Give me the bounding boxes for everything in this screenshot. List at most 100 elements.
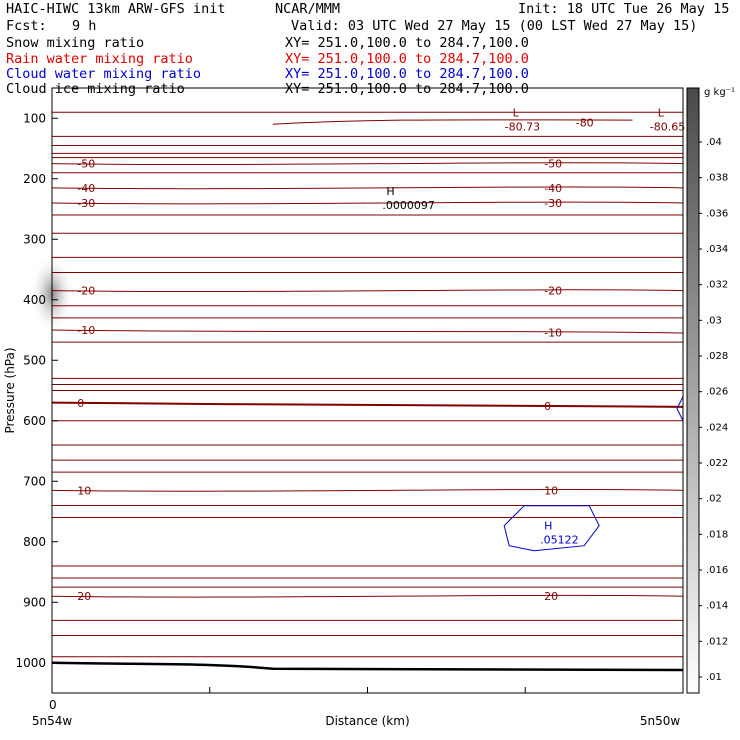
x-start-label: 5n54w (32, 714, 73, 728)
background-contour (51, 271, 684, 274)
background-contour (51, 383, 684, 386)
background-contour (51, 419, 684, 422)
background-contour (51, 135, 684, 138)
contour-label: 10 (544, 484, 558, 497)
colorbar-tick-label: .018 (706, 529, 728, 540)
background-contour (51, 304, 684, 307)
init-time: Init: 18 UTC Tue 26 May 15 (518, 1, 730, 17)
background-contour (51, 214, 684, 216)
y-tick-label: 200 (23, 172, 46, 186)
temperature-contour (51, 488, 684, 492)
contour-label: -10 (544, 326, 562, 339)
background-contour (51, 586, 684, 588)
field-name-snow: Snow mixing ratio (6, 35, 145, 51)
contour-label: 20 (544, 590, 558, 603)
temperature-contour (51, 201, 684, 205)
fcst-label: Fcst: (6, 18, 47, 34)
field-name-cloud-ice: Cloud ice mixing ratio (6, 81, 185, 97)
contour-label-extra: -80 (576, 116, 594, 129)
y-tick-label: 500 (23, 353, 46, 367)
background-contour (51, 444, 684, 446)
extremum-marker: H (544, 520, 552, 533)
colorbar-scale (686, 87, 700, 694)
contour-label: -40 (77, 182, 95, 195)
background-contour (51, 377, 684, 380)
colorbar-tick-label: .014 (706, 601, 728, 612)
cloud-water-contour (503, 505, 600, 552)
org-title: NCAR/MMM (275, 1, 341, 17)
y-tick-label: 800 (23, 535, 46, 549)
contour-label: 20 (77, 590, 91, 603)
temperature-contour (51, 329, 684, 334)
background-contour (51, 619, 684, 622)
background-contour (51, 459, 684, 461)
colorbar-tick-label: .032 (706, 280, 728, 291)
contour-label: -30 (544, 197, 562, 210)
contour-label: -30 (77, 197, 95, 210)
contour-label: -20 (77, 285, 95, 298)
fcst-value: 9 h (72, 18, 97, 34)
x-end-label: 5n50w (640, 714, 681, 728)
field-xy-cloud-ice: XY= 251.0,100.0 to 284.7,100.0 (285, 81, 529, 97)
contour-label: -10 (77, 324, 95, 337)
background-contour (51, 232, 684, 235)
y-tick-label: 400 (23, 293, 46, 307)
background-contour (51, 171, 684, 174)
model-title: HAIC-HIWC 13km ARW-GFS init (6, 1, 226, 17)
contour-label: -50 (544, 158, 562, 171)
temperature-contour (51, 594, 684, 598)
background-contour (51, 577, 684, 579)
low-contour (272, 119, 633, 125)
colorbar-tick-label: .01 (706, 672, 722, 683)
contour-label: 10 (77, 484, 91, 497)
background-contour (51, 156, 684, 159)
background-contour (51, 516, 684, 519)
colorbar-tick-label: .03 (706, 315, 722, 326)
background-contour (51, 144, 684, 147)
contour-label: -50 (77, 158, 95, 171)
background-contour (51, 152, 684, 155)
y-tick-label: 700 (23, 474, 46, 488)
background-contour (51, 111, 684, 114)
colorbar: g kg⁻¹ .04 .038 .036 .034 .032 .03 .028 .026 .024… (686, 87, 735, 694)
temperature-contour (51, 186, 684, 190)
temperature-contour (51, 401, 684, 408)
colorbar-tick-label: .022 (706, 458, 728, 469)
background-contour (51, 565, 684, 567)
background-contour (51, 389, 684, 392)
y-axis-label: Pressure (hPa) (3, 347, 17, 433)
colorbar-tick-label: .04 (706, 137, 722, 148)
extremum-value: .0000097 (382, 199, 435, 212)
cloud-water-contour-edge (676, 396, 684, 421)
background-contour (51, 504, 684, 507)
background-contour (51, 471, 684, 474)
y-tick-label: 900 (23, 595, 46, 609)
colorbar-tick-label: .036 (706, 208, 728, 219)
extremum-value: -80.73 (505, 120, 540, 133)
colorbar-tick-label: .02 (706, 494, 722, 505)
field-xy-cloud-water: XY= 251.0,100.0 to 284.7,100.0 (285, 66, 529, 82)
colorbar-tick-label: .026 (706, 387, 728, 398)
colorbar-unit: g kg⁻¹ (704, 87, 735, 98)
background-contour (51, 655, 684, 658)
contour-label: -20 (544, 285, 562, 298)
y-tick-label: 100 (23, 111, 46, 125)
y-tick-label: 300 (23, 232, 46, 246)
x-axis-label: Distance (km) (325, 714, 409, 728)
terrain-line (51, 661, 684, 672)
colorbar-tick-label: .038 (706, 173, 728, 184)
field-name-cloud-water: Cloud water mixing ratio (6, 66, 202, 82)
field-name-rain: Rain water mixing ratio (6, 51, 193, 67)
field-xy-rain: XY= 251.0,100.0 to 284.7,100.0 (285, 51, 529, 67)
colorbar-tick-label: .024 (706, 422, 728, 433)
temperature-contour (51, 289, 684, 293)
colorbar-tick-label: .012 (706, 636, 728, 647)
extremum-marker: H (386, 185, 394, 198)
background-contour (51, 634, 684, 637)
temperature-contours: -50 -50 -40 -40 -30 -30 -20 -20 -10 -10 0 0 10 10 20 20… (51, 111, 684, 672)
x-zero-label: 0 (49, 698, 57, 712)
extremum-value: .05122 (540, 534, 579, 547)
